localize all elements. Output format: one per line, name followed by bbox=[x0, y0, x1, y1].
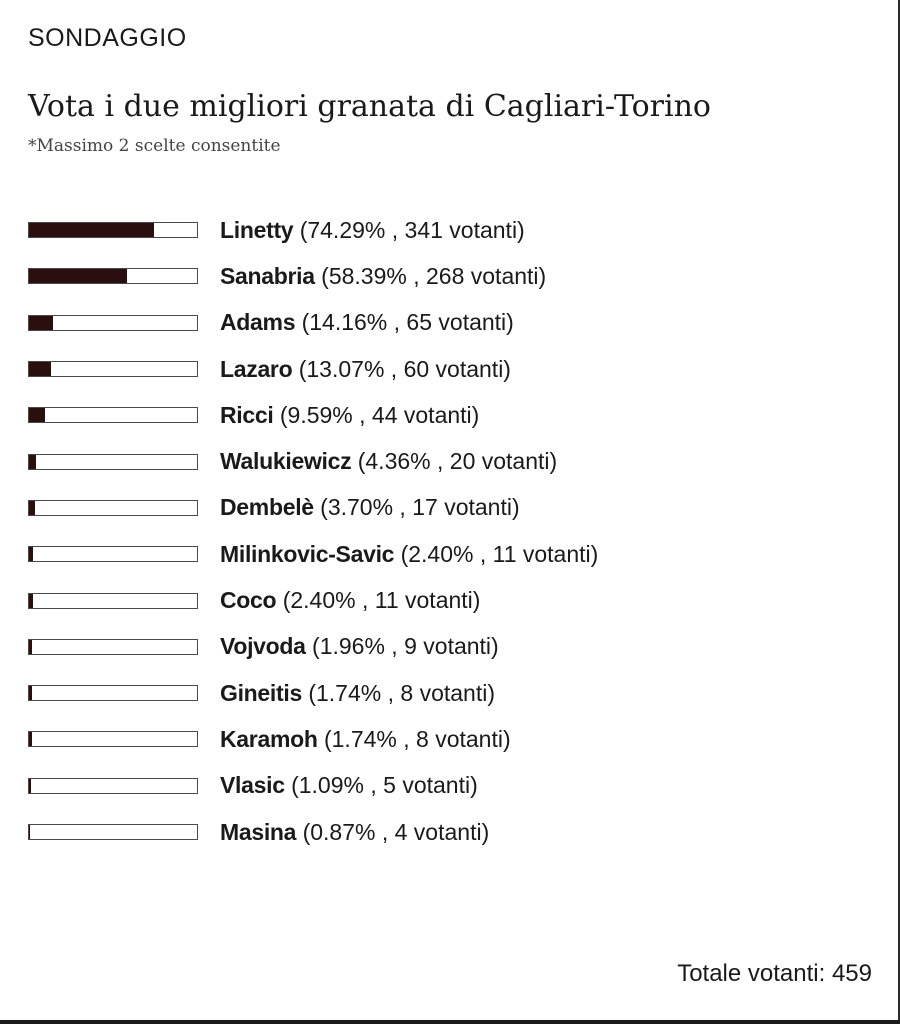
option-text: Lazaro (13.07% , 60 votanti) bbox=[220, 356, 511, 383]
poll-option[interactable]: Gineitis (1.74% , 8 votanti) bbox=[28, 670, 598, 716]
result-bar-fill bbox=[29, 408, 46, 423]
result-bar bbox=[28, 824, 198, 840]
result-bar-fill bbox=[29, 315, 53, 330]
poll-option[interactable]: Dembelè (3.70% , 17 votanti) bbox=[28, 485, 598, 531]
poll-option[interactable]: Ricci (9.59% , 44 votanti) bbox=[28, 392, 598, 438]
poll-option[interactable]: Coco (2.40% , 11 votanti) bbox=[28, 577, 598, 623]
option-name: Walukiewicz bbox=[220, 448, 352, 475]
poll-subtitle: *Massimo 2 scelte consentite bbox=[28, 136, 281, 156]
result-bar-fill bbox=[29, 593, 34, 608]
option-result-detail: (1.74% , 8 votanti) bbox=[323, 725, 511, 752]
option-result-detail: (4.36% , 20 votanti) bbox=[357, 448, 558, 475]
poll-option[interactable]: Walukiewicz (4.36% , 20 votanti) bbox=[28, 438, 598, 484]
option-result-detail: (14.16% , 65 votanti) bbox=[301, 309, 514, 336]
total-votes: Totale votanti: 459 bbox=[677, 960, 872, 987]
option-result-detail: (58.39% , 268 votanti) bbox=[321, 262, 547, 289]
option-name: Dembelè bbox=[220, 494, 314, 521]
option-result-detail: (1.09% , 5 votanti) bbox=[291, 772, 478, 799]
option-text: Linetty (74.29% , 341 votanti) bbox=[220, 217, 525, 244]
poll-option[interactable]: Vlasic (1.09% , 5 votanti) bbox=[28, 763, 598, 809]
option-text: Karamoh (1.74% , 8 votanti) bbox=[220, 726, 511, 753]
option-text: Ricci (9.59% , 44 votanti) bbox=[220, 402, 479, 429]
result-bar bbox=[28, 453, 198, 470]
poll-option[interactable]: Karamoh (1.74% , 8 votanti) bbox=[28, 716, 598, 762]
bottom-divider bbox=[0, 1020, 900, 1024]
result-bar-fill bbox=[29, 639, 33, 654]
result-bar bbox=[28, 638, 198, 655]
result-bar-fill bbox=[29, 732, 32, 747]
option-name: Vojvoda bbox=[220, 633, 306, 660]
poll-option[interactable]: Adams (14.16% , 65 votanti) bbox=[28, 300, 598, 346]
result-bar bbox=[28, 499, 198, 516]
option-text: Milinkovic-Savic (2.40% , 11 votanti) bbox=[220, 541, 598, 568]
result-bar-fill bbox=[29, 454, 37, 469]
result-bar-fill bbox=[29, 686, 32, 701]
option-text: Walukiewicz (4.36% , 20 votanti) bbox=[220, 448, 557, 475]
option-result-detail: (3.70% , 17 votanti) bbox=[320, 494, 520, 521]
result-bar-fill bbox=[29, 500, 36, 515]
option-text: Dembelè (3.70% , 17 votanti) bbox=[220, 494, 520, 521]
option-text: Gineitis (1.74% , 8 votanti) bbox=[220, 680, 495, 707]
result-bar-fill bbox=[29, 362, 51, 377]
poll-option[interactable]: Vojvoda (1.96% , 9 votanti) bbox=[28, 624, 598, 670]
option-name: Sanabria bbox=[220, 262, 315, 289]
option-name: Linetty bbox=[220, 216, 294, 243]
result-bar-fill bbox=[29, 223, 154, 238]
result-bar bbox=[28, 685, 198, 702]
poll-option[interactable]: Masina (0.87% , 4 votanti) bbox=[28, 809, 598, 855]
option-text: Sanabria (58.39% , 268 votanti) bbox=[220, 263, 546, 290]
option-name: Karamoh bbox=[220, 725, 318, 752]
option-name: Ricci bbox=[220, 401, 274, 428]
section-label: SONDAGGIO bbox=[28, 24, 187, 52]
poll-title: Vota i due migliori granata di Cagliari-… bbox=[28, 89, 711, 124]
option-text: Masina (0.87% , 4 votanti) bbox=[220, 819, 489, 846]
option-name: Milinkovic-Savic bbox=[220, 540, 395, 567]
option-result-detail: (0.87% , 4 votanti) bbox=[302, 818, 490, 845]
option-result-detail: (1.74% , 8 votanti) bbox=[308, 679, 495, 706]
option-text: Vlasic (1.09% , 5 votanti) bbox=[220, 772, 478, 799]
option-name: Gineitis bbox=[220, 679, 302, 706]
result-bar bbox=[28, 314, 198, 331]
option-result-detail: (74.29% , 341 votanti) bbox=[299, 216, 525, 243]
result-bar bbox=[28, 592, 198, 609]
option-name: Masina bbox=[220, 818, 297, 845]
option-result-detail: (2.40% , 11 votanti) bbox=[282, 587, 481, 614]
poll-option[interactable]: Lazaro (13.07% , 60 votanti) bbox=[28, 346, 598, 392]
option-result-detail: (1.96% , 9 votanti) bbox=[312, 633, 499, 660]
right-divider bbox=[898, 0, 900, 1024]
result-bar bbox=[28, 777, 198, 794]
result-bar-fill bbox=[29, 825, 31, 839]
option-result-detail: (13.07% , 60 votanti) bbox=[298, 355, 511, 382]
option-result-detail: (2.40% , 11 votanti) bbox=[400, 540, 599, 567]
poll-option[interactable]: Milinkovic-Savic (2.40% , 11 votanti) bbox=[28, 531, 598, 577]
poll-options-list: Linetty (74.29% , 341 votanti) Sanabria (… bbox=[28, 207, 598, 855]
result-bar bbox=[28, 268, 198, 285]
result-bar-fill bbox=[29, 547, 34, 562]
option-text: Coco (2.40% , 11 votanti) bbox=[220, 587, 480, 614]
result-bar bbox=[28, 731, 198, 748]
option-text: Adams (14.16% , 65 votanti) bbox=[220, 309, 514, 336]
result-bar bbox=[28, 222, 198, 239]
option-result-detail: (9.59% , 44 votanti) bbox=[279, 401, 480, 428]
option-text: Vojvoda (1.96% , 9 votanti) bbox=[220, 633, 499, 660]
result-bar bbox=[28, 361, 198, 378]
result-bar bbox=[28, 546, 198, 563]
result-bar bbox=[28, 407, 198, 424]
poll-option[interactable]: Linetty (74.29% , 341 votanti) bbox=[28, 207, 598, 253]
option-name: Coco bbox=[220, 587, 277, 614]
option-name: Vlasic bbox=[220, 772, 285, 799]
option-name: Lazaro bbox=[220, 355, 293, 382]
option-name: Adams bbox=[220, 309, 296, 336]
result-bar-fill bbox=[29, 269, 128, 284]
result-bar-fill bbox=[29, 778, 31, 793]
poll-option[interactable]: Sanabria (58.39% , 268 votanti) bbox=[28, 253, 598, 299]
